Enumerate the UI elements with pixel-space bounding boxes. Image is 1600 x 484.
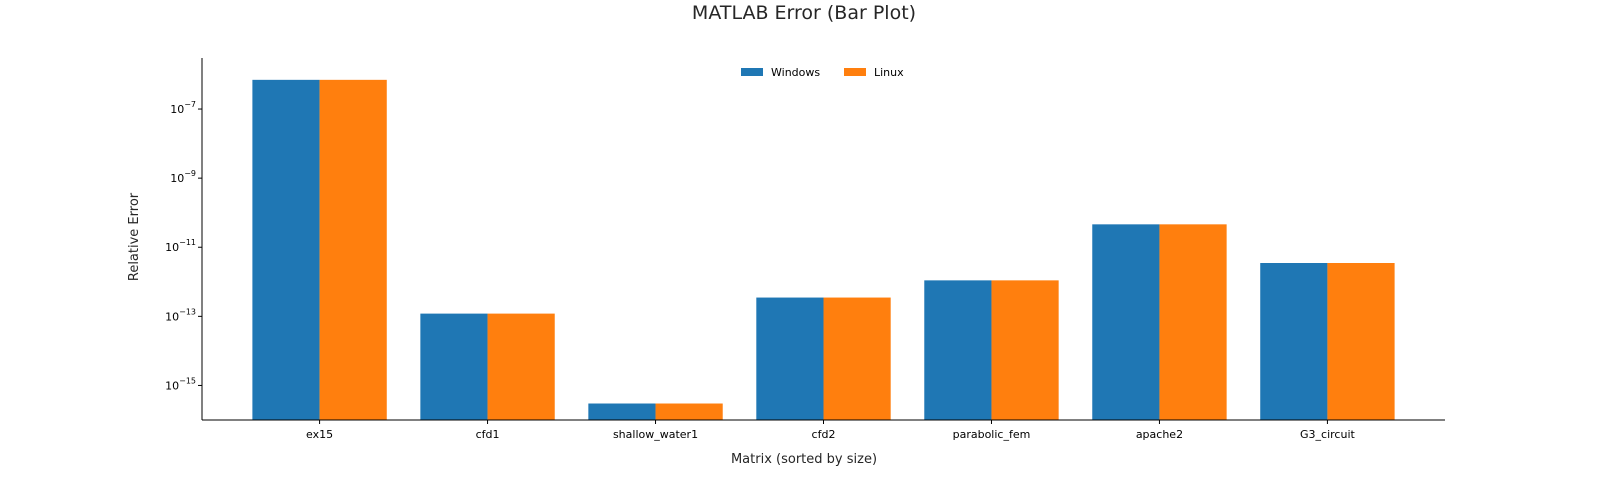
- x-tick-label: apache2: [1136, 428, 1183, 441]
- x-tick-label: G3_circuit: [1300, 428, 1355, 441]
- y-tick-label: 10−9: [170, 169, 196, 185]
- x-axis-label: Matrix (sorted by size): [731, 452, 877, 467]
- y-tick-label: 10−7: [170, 100, 196, 116]
- bar-linux-parabolic-fem: [991, 280, 1059, 420]
- bar-windows-g3-circuit: [1260, 263, 1328, 420]
- bar-windows-apache2: [1092, 224, 1160, 420]
- x-tick-label: cfd1: [476, 428, 500, 441]
- legend-swatch-linux: [844, 68, 866, 76]
- y-axis-label: Relative Error: [127, 192, 142, 281]
- legend-label-windows: Windows: [771, 66, 820, 79]
- bar-linux-shallow-water1: [655, 403, 723, 420]
- legend: Windows Linux: [741, 66, 904, 79]
- y-tick-label: 10−13: [165, 307, 196, 323]
- bar-windows-cfd1: [420, 313, 488, 420]
- x-tick-label: cfd2: [812, 428, 836, 441]
- bars-layer: [252, 79, 1395, 420]
- legend-label-linux: Linux: [874, 66, 904, 79]
- bar-linux-g3-circuit: [1327, 263, 1395, 420]
- bar-linux-cfd2: [823, 297, 891, 420]
- y-tick-label: 10−11: [165, 238, 196, 254]
- bar-windows-ex15: [252, 79, 320, 420]
- x-tick-label: parabolic_fem: [953, 428, 1031, 441]
- bar-linux-apache2: [1159, 224, 1227, 420]
- bar-windows-shallow-water1: [588, 403, 656, 420]
- bar-windows-parabolic-fem: [924, 280, 992, 420]
- y-tick-label: 10−15: [165, 376, 196, 392]
- chart-title: MATLAB Error (Bar Plot): [692, 2, 916, 24]
- bar-linux-cfd1: [487, 313, 555, 420]
- bar-windows-cfd2: [756, 297, 824, 420]
- legend-swatch-windows: [741, 68, 763, 76]
- x-tick-label: ex15: [306, 428, 333, 441]
- bar-linux-ex15: [319, 79, 387, 420]
- x-tick-label: shallow_water1: [613, 428, 698, 441]
